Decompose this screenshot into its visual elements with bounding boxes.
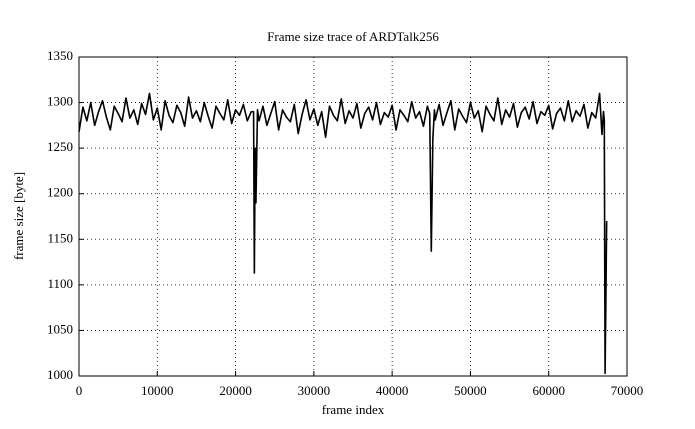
x-tick-label: 10000 <box>141 383 174 398</box>
y-tick-label: 1150 <box>47 230 73 245</box>
x-axis-label: frame index <box>322 402 385 417</box>
y-tick-label: 1000 <box>47 367 73 382</box>
x-tick-label: 40000 <box>376 383 409 398</box>
y-tick-label: 1200 <box>47 185 73 200</box>
x-tick-label: 30000 <box>298 383 331 398</box>
x-tick-label: 0 <box>76 383 83 398</box>
x-tick-label: 70000 <box>611 383 644 398</box>
y-tick-label: 1100 <box>47 276 73 291</box>
y-axis-label: frame size [byte] <box>11 172 26 260</box>
y-tick-label: 1050 <box>47 321 73 336</box>
y-tick-label: 1350 <box>47 48 73 63</box>
x-tick-label: 50000 <box>454 383 487 398</box>
plot-frame <box>78 56 628 377</box>
x-tick-label: 20000 <box>219 383 252 398</box>
y-tick-label: 1250 <box>47 139 73 154</box>
chart-title: Frame size trace of ARDTalk256 <box>267 29 439 44</box>
data-line <box>78 92 608 375</box>
x-tick-label: 60000 <box>532 383 565 398</box>
y-tick-label: 1300 <box>47 94 73 109</box>
